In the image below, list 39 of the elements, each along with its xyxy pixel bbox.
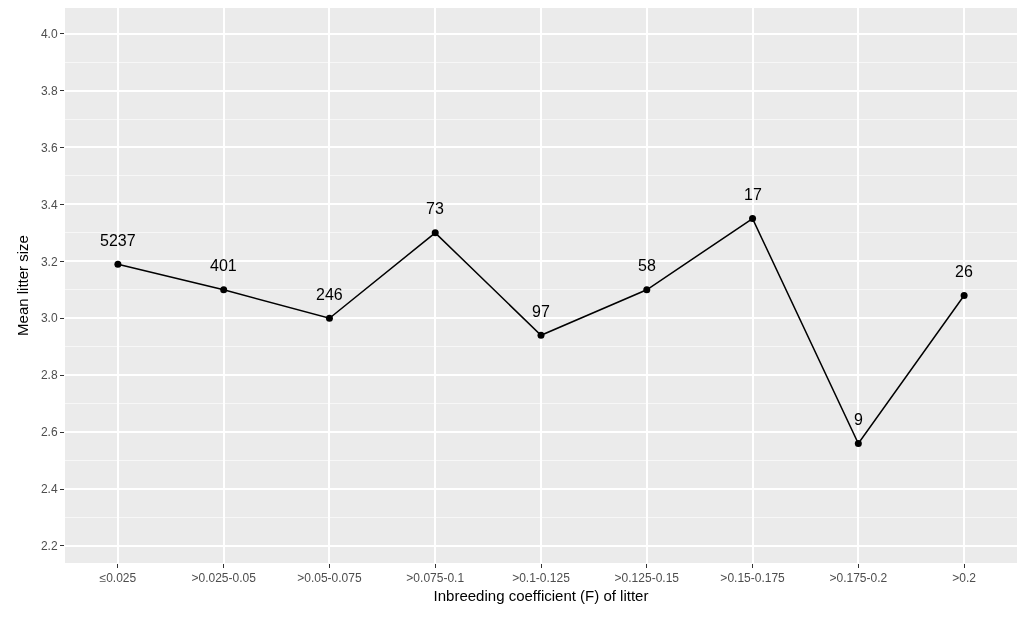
y-tick-label: 2.2: [40, 539, 58, 554]
y-tick-label: 3.2: [40, 254, 58, 269]
point: [643, 286, 651, 294]
x-tick-label: >0.125-0.15: [614, 571, 680, 586]
x-tick-label: >0.075-0.1: [406, 571, 465, 586]
annotation: 17: [744, 186, 762, 203]
annotation: 246: [316, 286, 343, 303]
point: [114, 260, 122, 268]
y-tick-label: 3.0: [40, 311, 58, 326]
annotation: 401: [210, 257, 237, 274]
x-tick-label: >0.05-0.075: [297, 571, 362, 586]
y-tick-label: 2.6: [40, 425, 58, 440]
point: [431, 229, 439, 237]
y-tick-label: 2.8: [40, 368, 58, 383]
x-tick-label: >0.15-0.175: [720, 571, 786, 586]
x-axis-title: Inbreeding coefficient (F) of litter: [433, 587, 649, 605]
annotation: 73: [426, 200, 444, 217]
y-tick-label: 2.4: [40, 482, 58, 497]
y-tick-label: 3.8: [40, 83, 58, 98]
annotation: 9: [854, 411, 863, 428]
y-tick-label: 3.6: [40, 140, 58, 155]
annotation: 97: [532, 303, 550, 320]
annotation: 26: [955, 263, 973, 280]
point: [854, 439, 862, 447]
point: [749, 215, 757, 223]
x-tick-label: >0.2: [952, 571, 977, 586]
annotation: 58: [638, 257, 656, 274]
point: [537, 331, 545, 339]
x-tick-label: >0.1-0.125: [512, 571, 571, 586]
y-tick-label: 4.0: [40, 26, 58, 41]
x-tick-label: >0.175-0.2: [829, 571, 888, 586]
point: [325, 314, 333, 322]
annotation: 5237: [100, 232, 136, 249]
x-tick-label: ≤0.025: [99, 571, 137, 586]
x-tick-label: >0.025-0.05: [191, 571, 257, 586]
point: [220, 286, 228, 294]
y-axis-title: Mean litter size: [14, 235, 32, 336]
y-tick-label: 3.4: [40, 197, 58, 212]
point: [960, 291, 968, 299]
